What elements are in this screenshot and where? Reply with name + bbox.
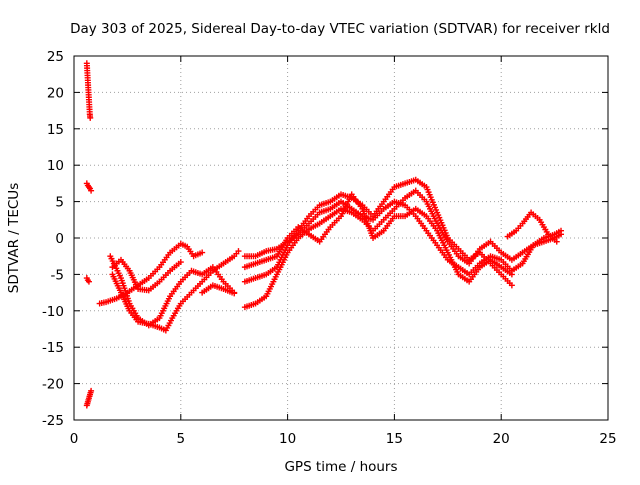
series-arc3 bbox=[83, 275, 92, 285]
data-point bbox=[87, 114, 94, 121]
data-point bbox=[88, 187, 95, 194]
x-tick-label: 10 bbox=[279, 431, 296, 447]
data-point bbox=[88, 387, 95, 394]
y-axis-label: SDTVAR / TECUs bbox=[6, 183, 22, 293]
y-tick-label: 20 bbox=[47, 85, 64, 101]
series-arc2 bbox=[83, 180, 95, 194]
y-tick-label: -15 bbox=[42, 340, 64, 356]
x-tick-label: 5 bbox=[177, 431, 186, 447]
x-tick-label: 0 bbox=[70, 431, 79, 447]
data-point bbox=[85, 278, 92, 285]
data-point bbox=[231, 290, 238, 297]
y-tick-label: 0 bbox=[55, 231, 64, 247]
series-arc5 bbox=[96, 240, 206, 307]
y-tick-label: 5 bbox=[55, 195, 64, 211]
x-axis-label: GPS time / hours bbox=[284, 459, 397, 475]
x-tick-label: 15 bbox=[386, 431, 403, 447]
series-arc14 bbox=[504, 209, 560, 245]
y-tick-label: 25 bbox=[47, 49, 64, 65]
chart-title: Day 303 of 2025, Sidereal Day-to-day VTE… bbox=[70, 21, 610, 37]
y-tick-label: 15 bbox=[47, 122, 64, 138]
data-point bbox=[199, 249, 206, 256]
y-tick-label: -10 bbox=[42, 304, 64, 320]
series-arc9 bbox=[199, 282, 238, 297]
data-point bbox=[177, 259, 184, 266]
data-point bbox=[553, 238, 560, 245]
series-arc13 bbox=[241, 191, 515, 285]
y-tick-label: -5 bbox=[51, 267, 64, 283]
x-tick-label: 25 bbox=[599, 431, 616, 447]
series-arc10 bbox=[241, 198, 565, 278]
y-tick-label: 10 bbox=[47, 158, 64, 174]
y-tick-label: -25 bbox=[42, 413, 64, 429]
series-arc4 bbox=[83, 387, 95, 409]
series-arc1 bbox=[83, 60, 94, 121]
y-tick-label: -20 bbox=[42, 377, 64, 393]
data-point bbox=[235, 248, 242, 255]
grid bbox=[74, 56, 608, 420]
data-point bbox=[508, 271, 515, 278]
axis-ticks: 0 5 10 15 20 25 -25 -20 -15 -10 -5 0 5 10 15 20 25 bbox=[42, 49, 617, 447]
data-point bbox=[508, 282, 515, 289]
data-point bbox=[558, 231, 565, 238]
data-points bbox=[83, 60, 565, 409]
x-tick-label: 20 bbox=[493, 431, 510, 447]
series-arc8 bbox=[109, 248, 242, 334]
